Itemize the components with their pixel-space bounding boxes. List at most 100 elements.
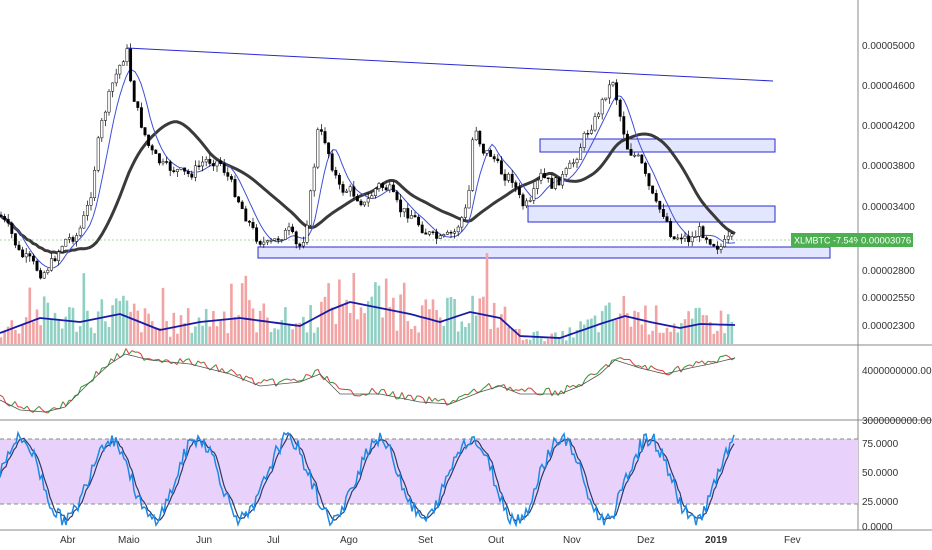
candle-body [71, 237, 75, 242]
time-tick: Maio [118, 535, 140, 546]
volume-bar [190, 332, 194, 344]
oscillator-segment [551, 390, 556, 397]
volume-bar [330, 307, 334, 344]
volume-bar [226, 333, 230, 344]
oscillator-segment [434, 397, 439, 402]
zone-resistance-middle[interactable] [527, 205, 776, 223]
candle-body [640, 154, 644, 164]
moving-average-black [0, 120, 736, 255]
volume-bar [129, 311, 132, 344]
oscillator-segment [572, 384, 577, 388]
volume-bar [388, 306, 392, 344]
zone-support[interactable] [257, 246, 831, 259]
oscillator-segment [197, 360, 202, 364]
volume-bar [140, 332, 143, 344]
oscillator-segment [323, 375, 328, 381]
oscillator-segment [140, 353, 145, 361]
oscillator-segment [332, 382, 337, 385]
candle-body [546, 177, 550, 180]
candle-body [118, 64, 122, 75]
oscillator-segment [428, 396, 433, 402]
oscillator-tick: 3000000000.0000 [862, 416, 932, 427]
zone-resistance-upper[interactable] [539, 138, 776, 153]
stochastic-tick: 75.0000 [862, 439, 899, 450]
volume-bar [428, 309, 431, 344]
volume-bar [582, 324, 586, 344]
candle-body [222, 163, 226, 173]
candle-body [647, 173, 651, 187]
candle-body [366, 198, 370, 203]
time-tick: Abr [60, 535, 76, 546]
oscillator-segment [620, 357, 625, 361]
candle-body [319, 129, 323, 132]
volume-bar [658, 332, 662, 344]
oscillator-segment [437, 399, 442, 402]
volume-bar [471, 295, 474, 344]
volume-bar [456, 331, 460, 344]
candle-body [287, 226, 291, 231]
candle-body [89, 197, 93, 206]
ticker-tag-background [791, 233, 858, 247]
candle-body [161, 161, 165, 164]
volume-bar [431, 299, 435, 344]
volume-bar [410, 328, 413, 344]
volume-bar [53, 312, 57, 344]
oscillator-segment [683, 365, 688, 368]
candle-body [406, 208, 410, 219]
volume-bar [338, 279, 341, 344]
candle-body [571, 162, 575, 165]
candle-body [460, 217, 464, 228]
volume-bar [39, 325, 42, 344]
oscillator-segment [473, 388, 478, 393]
candle-body [654, 193, 658, 202]
oscillator-segment [470, 388, 475, 393]
time-tick: Jul [267, 535, 280, 546]
oscillator-segment [236, 374, 241, 376]
oscillator-segment [668, 372, 673, 376]
candle-body [21, 249, 25, 258]
time-axis: Abr Maio Jun Jul Ago Set Out Nov Dez 201… [60, 535, 801, 546]
oscillator-segment [182, 359, 187, 363]
oscillator-segment [389, 391, 394, 396]
volume-bar [136, 310, 140, 344]
volume-bar [186, 308, 190, 344]
price-tick: 0.00002550 [862, 293, 915, 304]
candle-body [283, 230, 287, 240]
oscillator-segment [194, 360, 199, 367]
candle-body [672, 236, 676, 240]
oscillator-segment [296, 380, 301, 382]
volume-bar [298, 322, 302, 344]
volume-bar [125, 300, 129, 344]
candle-body [244, 208, 248, 222]
volume-bar [35, 309, 39, 344]
candle-body [255, 227, 259, 242]
oscillator-segment [62, 401, 67, 407]
volume-bar [449, 297, 453, 344]
oscillator-segment [443, 398, 448, 406]
volume-bar [370, 296, 374, 344]
volume-bar [723, 333, 726, 344]
candle-body [24, 253, 28, 258]
volume-bar [276, 329, 280, 344]
volume-bar [269, 331, 273, 344]
candle-body [111, 82, 115, 92]
candle-body [96, 137, 100, 171]
resistance-trendline[interactable] [126, 47, 774, 82]
volume-bar [280, 320, 284, 344]
candle-body [309, 190, 313, 226]
volume-bar [708, 322, 712, 344]
volume-bar [507, 326, 510, 344]
candle-body [561, 174, 565, 186]
candle-body [388, 184, 392, 191]
candle-body [525, 200, 529, 207]
volume-bar [266, 317, 269, 344]
oscillator-segment [308, 374, 313, 378]
candle-body [265, 240, 269, 243]
candle-body [636, 154, 640, 157]
oscillator-segment [299, 379, 304, 382]
volume-bar [680, 323, 683, 344]
candle-body [474, 130, 478, 141]
candle-body [658, 200, 662, 210]
candle-body [100, 120, 104, 139]
